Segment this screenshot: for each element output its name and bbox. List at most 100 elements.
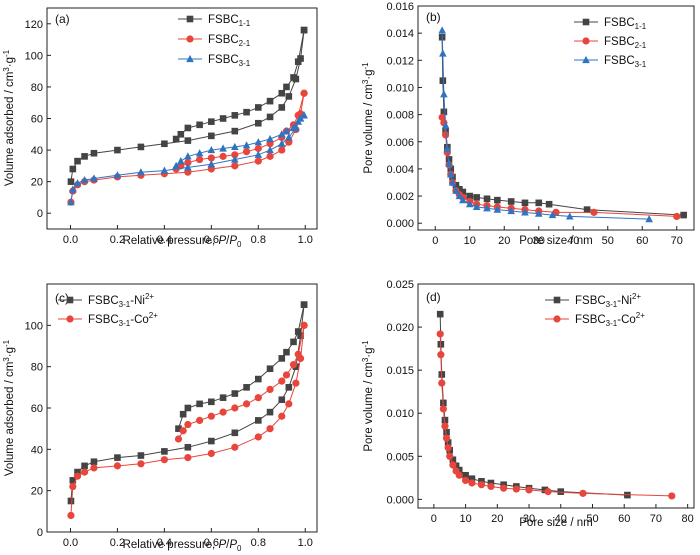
data-point xyxy=(466,192,474,200)
data-point xyxy=(579,489,587,497)
data-point xyxy=(196,416,204,424)
data-point xyxy=(500,484,508,492)
data-marks xyxy=(67,26,308,206)
x-tick-label: 0 xyxy=(432,235,438,247)
data-point xyxy=(300,301,308,308)
data-point xyxy=(266,134,274,143)
data-point xyxy=(231,404,239,412)
y-axis-label: Volume adsorbed / cm3·g-1 xyxy=(2,339,16,476)
x-tick-label: 20 xyxy=(491,513,503,525)
legend-marker xyxy=(553,296,561,304)
data-marks xyxy=(438,26,687,223)
x-axis-label: Relative pressure, P/P0 xyxy=(123,539,242,553)
data-marks xyxy=(436,310,676,500)
y-tick-label: 0.020 xyxy=(386,322,414,334)
legend: FSBC3-1-Ni2+ FSBC3-1-Co2+ xyxy=(58,292,158,328)
legend-marker xyxy=(582,18,590,26)
plot-frame xyxy=(417,283,695,509)
data-point xyxy=(300,89,308,97)
data-point xyxy=(207,145,216,154)
data-point xyxy=(436,330,444,338)
legend-marker xyxy=(582,55,590,64)
data-point xyxy=(448,178,457,186)
series-line xyxy=(441,37,684,216)
data-point xyxy=(300,26,308,34)
series-line xyxy=(70,325,305,516)
data-point xyxy=(294,58,302,65)
data-point xyxy=(114,146,121,154)
plot-frame xyxy=(46,7,318,230)
data-point xyxy=(184,404,192,412)
x-tick-label: 0.0 xyxy=(63,234,78,246)
data-point xyxy=(285,133,293,141)
x-tick-label: 0.2 xyxy=(110,537,125,549)
data-point xyxy=(231,390,239,397)
legend-marker xyxy=(553,315,561,323)
data-point xyxy=(219,144,227,152)
data-point xyxy=(90,464,98,472)
series-line xyxy=(439,314,628,496)
legend-marker xyxy=(186,54,194,63)
data-point xyxy=(74,468,81,476)
data-point xyxy=(442,131,450,139)
y-tick-label: 0.008 xyxy=(386,110,414,122)
data-marks xyxy=(67,301,308,520)
data-point xyxy=(74,157,81,165)
data-point xyxy=(231,151,239,159)
data-point xyxy=(231,429,239,437)
data-point xyxy=(443,144,452,152)
data-point xyxy=(73,472,82,480)
data-point xyxy=(459,196,467,204)
data-point xyxy=(512,485,520,493)
data-point xyxy=(461,476,470,485)
data-point xyxy=(255,119,262,127)
series-line xyxy=(439,333,672,497)
data-point xyxy=(254,144,262,153)
data-point xyxy=(680,211,687,219)
data-point xyxy=(114,454,121,461)
data-point xyxy=(487,482,495,491)
data-point xyxy=(438,379,446,387)
y-tick-label: 60 xyxy=(31,403,43,415)
y-axis-label: Volume adsorbed / cm3·g-1 xyxy=(2,49,16,186)
data-point xyxy=(219,152,227,160)
data-point xyxy=(69,165,77,173)
data-point xyxy=(494,196,501,204)
data-point xyxy=(294,328,302,335)
data-point xyxy=(566,212,574,220)
y-tick-label: 100 xyxy=(25,320,43,332)
data-point xyxy=(113,171,122,179)
legend-entry: FSBC1-1 xyxy=(604,17,647,31)
legend: FSBC1-1 FSBC2-1 FSBC3-1 xyxy=(574,17,647,69)
data-point xyxy=(446,170,455,178)
x-tick-label: 0.8 xyxy=(251,234,266,246)
data-point xyxy=(462,471,469,479)
data-point xyxy=(443,428,450,436)
data-point xyxy=(525,486,533,494)
data-point xyxy=(277,130,286,138)
data-point xyxy=(184,159,192,167)
data-point xyxy=(521,199,529,207)
y-tick-label: 80 xyxy=(31,362,43,374)
data-point xyxy=(439,77,447,84)
data-point xyxy=(444,444,452,452)
data-point xyxy=(266,385,274,393)
data-point xyxy=(69,185,77,193)
legend: FSBC3-1-Ni2+ FSBC3-1-Co2+ xyxy=(545,292,645,328)
data-point xyxy=(449,456,457,464)
data-point xyxy=(255,104,262,111)
data-point xyxy=(219,115,227,122)
x-tick-label: 60 xyxy=(618,513,630,525)
panel-b: (b) 0 10 20 30 40 50 60 700.0000.0020.0040.0060… xyxy=(361,1,695,247)
data-point xyxy=(254,394,262,402)
data-point xyxy=(278,377,286,385)
legend-marker xyxy=(66,296,74,304)
data-point xyxy=(184,124,192,132)
data-point xyxy=(673,212,681,221)
data-point xyxy=(160,456,168,464)
x-axis-label: Relative pressure, P/P0 xyxy=(123,235,242,249)
data-point xyxy=(289,123,298,132)
data-point xyxy=(177,157,185,165)
data-point xyxy=(459,188,467,196)
data-point xyxy=(285,93,293,100)
